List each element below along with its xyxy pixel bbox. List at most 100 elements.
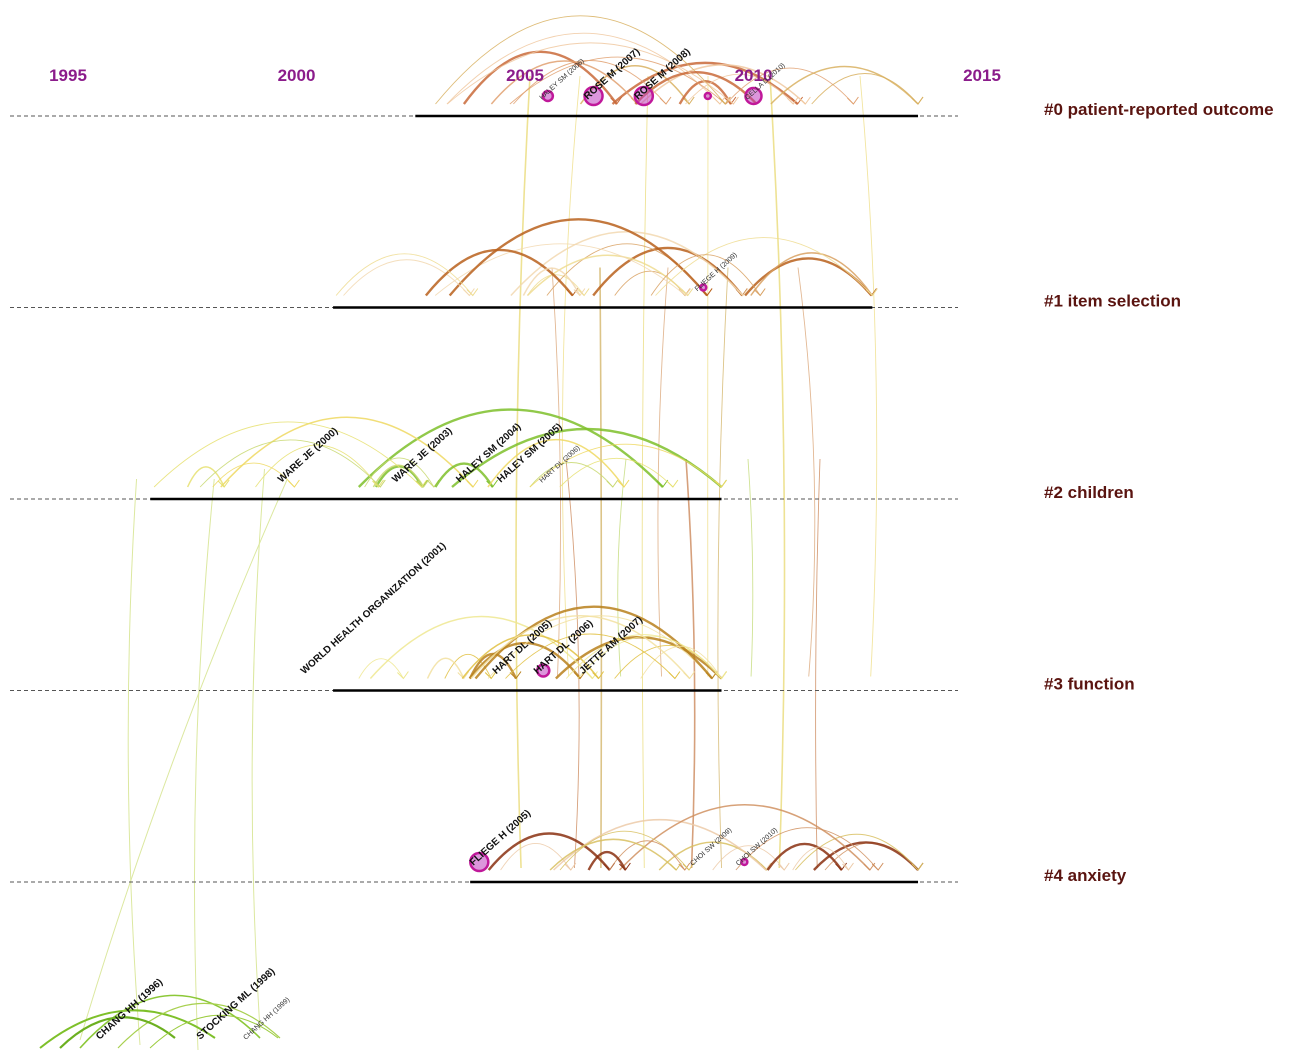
arc-arrow xyxy=(759,862,772,871)
cluster-label-3: #3 function xyxy=(1044,675,1135,694)
year-label-2005: 2005 xyxy=(506,66,544,85)
cross-cluster-links xyxy=(79,75,878,1051)
arc-arrow xyxy=(705,671,718,680)
citation-arc xyxy=(505,633,676,679)
citation-arc xyxy=(153,421,423,488)
citation-arc xyxy=(186,466,225,488)
reference-node[interactable]: CHANG HH (1999) xyxy=(242,996,291,1041)
arc-arrow xyxy=(682,96,695,105)
arc-arrow xyxy=(577,288,590,297)
citation-arc xyxy=(335,253,474,296)
arc-arrow xyxy=(659,96,672,105)
arc-arrow xyxy=(911,862,924,871)
cross-link xyxy=(641,75,649,869)
citation-arc xyxy=(424,248,574,297)
arc-arrow xyxy=(911,96,924,105)
arc-arrow xyxy=(619,862,631,871)
cluster-rows: #0 patient-reported outcome #1 item selec… xyxy=(10,100,1274,885)
citation-arc xyxy=(750,252,873,296)
cross-link xyxy=(717,267,729,869)
citation-arc xyxy=(212,462,295,488)
arc-arrow xyxy=(753,288,766,297)
citation-arc xyxy=(640,64,806,105)
arc-arrow xyxy=(617,479,630,488)
cluster-arcs-3 xyxy=(358,605,727,680)
citation-arc xyxy=(619,804,871,871)
arc-arrow xyxy=(865,288,878,297)
cluster-arcs-1 xyxy=(335,218,878,297)
arc-arrow xyxy=(610,96,623,105)
arc-arrow xyxy=(592,671,605,680)
reference-node[interactable] xyxy=(703,91,713,101)
cross-link xyxy=(599,267,603,869)
cross-link xyxy=(551,267,562,677)
cross-link xyxy=(515,75,531,869)
citation-arc xyxy=(468,642,582,680)
arc-arrow xyxy=(847,96,859,105)
citation-arc xyxy=(149,1014,279,1049)
arc-arrow xyxy=(217,479,230,488)
arc-arrow xyxy=(715,479,727,488)
citation-arc xyxy=(487,615,713,679)
citation-arc xyxy=(685,73,794,105)
reference-label: CHANG HH (1999) xyxy=(242,996,291,1041)
cross-link xyxy=(815,458,821,869)
arc-arrow xyxy=(678,862,691,871)
citation-arc xyxy=(587,851,627,871)
arc-arrow xyxy=(288,479,300,488)
cluster-label-2: #2 children xyxy=(1044,483,1134,502)
citation-arc xyxy=(813,841,919,871)
citation-arc xyxy=(358,658,404,679)
citation-arc xyxy=(490,60,638,105)
citation-arc xyxy=(725,67,854,105)
cluster-label-4: #4 anxiety xyxy=(1044,866,1127,885)
citation-arc xyxy=(792,846,849,871)
citation-arc xyxy=(640,645,722,679)
reference-node[interactable]: STOCKING ML (1998) xyxy=(195,966,278,1042)
citation-arc xyxy=(79,994,261,1049)
citation-arc xyxy=(529,443,722,488)
arc-arrow xyxy=(727,96,739,105)
citation-arc xyxy=(510,231,744,297)
arc-arrow xyxy=(466,479,479,488)
cross-link xyxy=(769,75,786,869)
citation-arc xyxy=(199,439,381,488)
early-arcs xyxy=(39,994,281,1049)
citation-arc xyxy=(712,845,785,871)
cross-link xyxy=(797,267,816,677)
early-references: CHANG HH (1996) STOCKING ML (1998)CHANG H… xyxy=(39,966,291,1049)
citation-arc xyxy=(255,444,379,488)
cross-link xyxy=(193,478,215,1051)
arc-arrow xyxy=(509,671,522,680)
arc-arrow xyxy=(666,479,679,488)
arc-arrow xyxy=(573,288,586,297)
citation-arc xyxy=(39,1009,216,1049)
cluster-row-4: #4 anxiety xyxy=(10,866,1127,885)
citation-arc xyxy=(448,218,709,297)
arc-arrow xyxy=(799,96,811,105)
reference-node[interactable]: CHOI SW (2009) xyxy=(689,827,733,868)
citation-arc xyxy=(364,457,435,488)
citation-burst-ring xyxy=(536,663,551,678)
reference-node[interactable]: CHANG HH (1996) xyxy=(94,977,165,1042)
citation-arc xyxy=(735,827,879,871)
citation-arc xyxy=(462,50,618,105)
arc-arrow xyxy=(486,479,499,488)
citation-arc xyxy=(468,652,518,680)
citation-arc xyxy=(487,439,625,488)
arc-arrow xyxy=(682,862,695,871)
reference-node[interactable]: WORLD HEALTH ORGANIZATION (2001) xyxy=(299,541,449,677)
citation-burst-ring xyxy=(633,85,655,107)
cross-link xyxy=(657,267,669,677)
citation-arc xyxy=(592,246,744,297)
citation-burst-ring xyxy=(583,85,604,107)
citation-arc xyxy=(526,254,689,297)
cluster-row-2: #2 children xyxy=(10,483,1134,502)
reference-label: STOCKING ML (1998) xyxy=(195,966,278,1042)
citation-arc xyxy=(426,657,465,679)
arc-arrow xyxy=(457,671,470,680)
arc-arrow xyxy=(373,479,386,488)
arc-arrow xyxy=(573,671,586,680)
arc-arrow xyxy=(713,96,726,105)
cluster-row-1: #1 item selection xyxy=(10,292,1181,311)
